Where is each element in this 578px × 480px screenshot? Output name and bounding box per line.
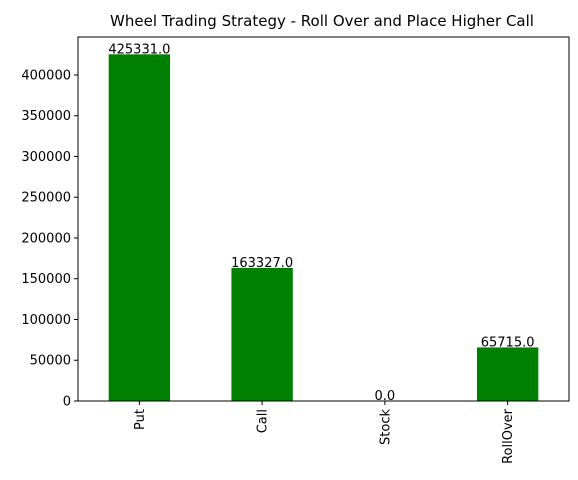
y-tick-label-0: 0 — [63, 395, 71, 410]
bar-call — [231, 267, 293, 401]
y-tick-label-200000: 200000 — [21, 231, 71, 246]
chart-title: Wheel Trading Strategy - Roll Over and P… — [110, 12, 534, 30]
y-tick-label-250000: 250000 — [21, 191, 71, 206]
y-tick-label-50000: 50000 — [30, 354, 71, 369]
data-labels-layer: 425331.0 163327.0 0.0 65715.0 — [108, 42, 534, 404]
bars-layer — [108, 54, 539, 402]
data-label-call: 163327.0 — [231, 256, 293, 271]
data-label-stock: 0.0 — [375, 389, 396, 404]
x-tick-label-rollover: RollOver — [501, 408, 516, 464]
y-tick-label-150000: 150000 — [21, 272, 71, 287]
x-tick-label-stock: Stock — [378, 409, 393, 445]
data-label-put: 425331.0 — [108, 42, 170, 57]
x-tick-label-put: Put — [133, 409, 148, 430]
x-axis: Put Call Stock RollOver — [133, 401, 516, 464]
bar-rollover — [476, 347, 539, 401]
bar-put — [108, 54, 171, 402]
data-label-rollover: 65715.0 — [481, 335, 535, 350]
y-tick-label-300000: 300000 — [21, 150, 71, 165]
y-tick-label-100000: 100000 — [21, 313, 71, 328]
x-tick-label-call: Call — [256, 409, 271, 433]
y-tick-label-400000: 400000 — [21, 68, 71, 83]
y-axis: 0 50000 100000 150000 200000 250000 300000 3500… — [21, 68, 78, 410]
plot-frame — [77, 36, 570, 402]
y-tick-label-350000: 350000 — [21, 109, 71, 124]
